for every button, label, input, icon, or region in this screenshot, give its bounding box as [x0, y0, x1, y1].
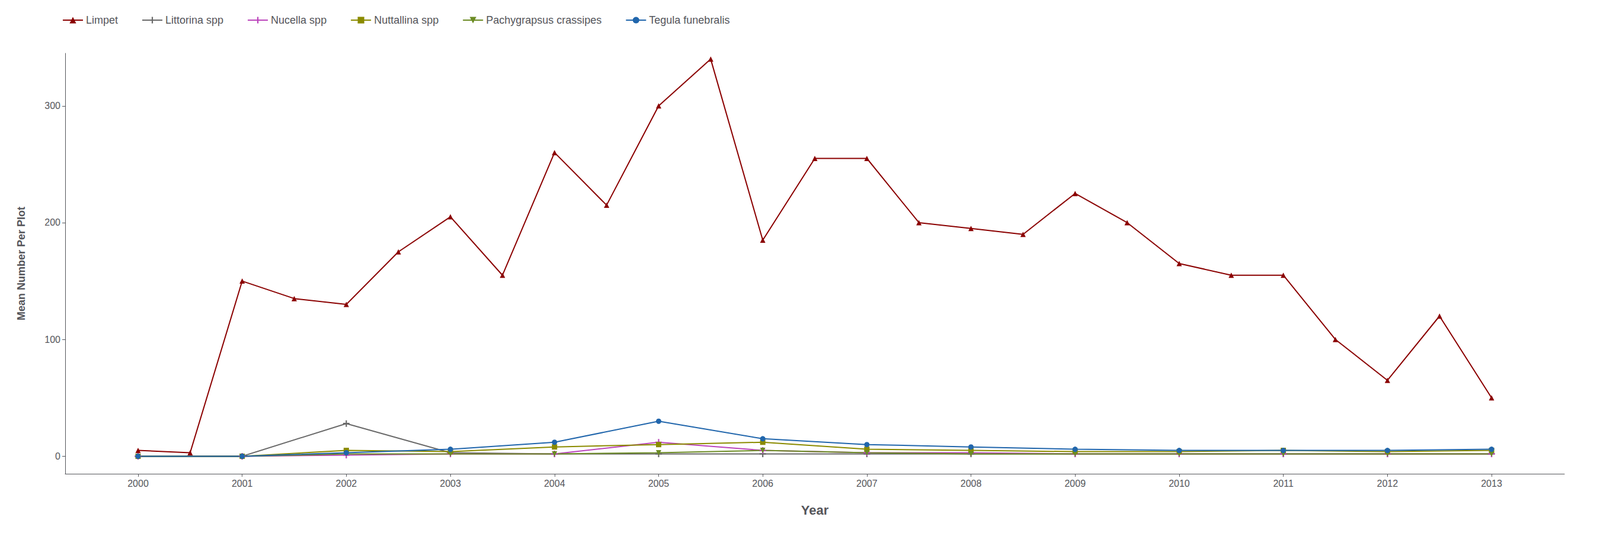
svg-text:2011: 2011 [1272, 478, 1294, 489]
svg-text:2008: 2008 [960, 478, 982, 489]
svg-text:2010: 2010 [1168, 478, 1190, 489]
svg-text:2006: 2006 [752, 478, 774, 489]
svg-text:2009: 2009 [1064, 478, 1086, 489]
svg-text:Pachygrapsus crassipes: Pachygrapsus crassipes [485, 14, 602, 27]
svg-text:2004: 2004 [544, 478, 566, 489]
svg-text:0: 0 [55, 451, 61, 462]
svg-text:Nucella spp: Nucella spp [270, 14, 327, 27]
svg-text:Tegula funebralis: Tegula funebralis [648, 14, 730, 27]
svg-text:2012: 2012 [1377, 478, 1399, 489]
svg-text:2007: 2007 [856, 478, 878, 489]
svg-text:2001: 2001 [231, 478, 254, 489]
svg-text:2002: 2002 [336, 478, 358, 489]
svg-text:Nuttallina spp: Nuttallina spp [373, 14, 439, 27]
svg-text:Mean Number Per Plot: Mean Number Per Plot [15, 206, 28, 321]
svg-text:2005: 2005 [648, 478, 670, 489]
svg-text:100: 100 [44, 334, 61, 345]
svg-text:200: 200 [44, 217, 61, 228]
svg-text:2000: 2000 [127, 478, 149, 489]
svg-text:Year: Year [801, 503, 830, 518]
svg-text:2013: 2013 [1480, 478, 1503, 489]
svg-text:Limpet: Limpet [85, 14, 118, 27]
svg-text:Littorina spp: Littorina spp [165, 14, 224, 27]
svg-text:300: 300 [44, 100, 61, 111]
svg-text:2003: 2003 [439, 478, 462, 489]
